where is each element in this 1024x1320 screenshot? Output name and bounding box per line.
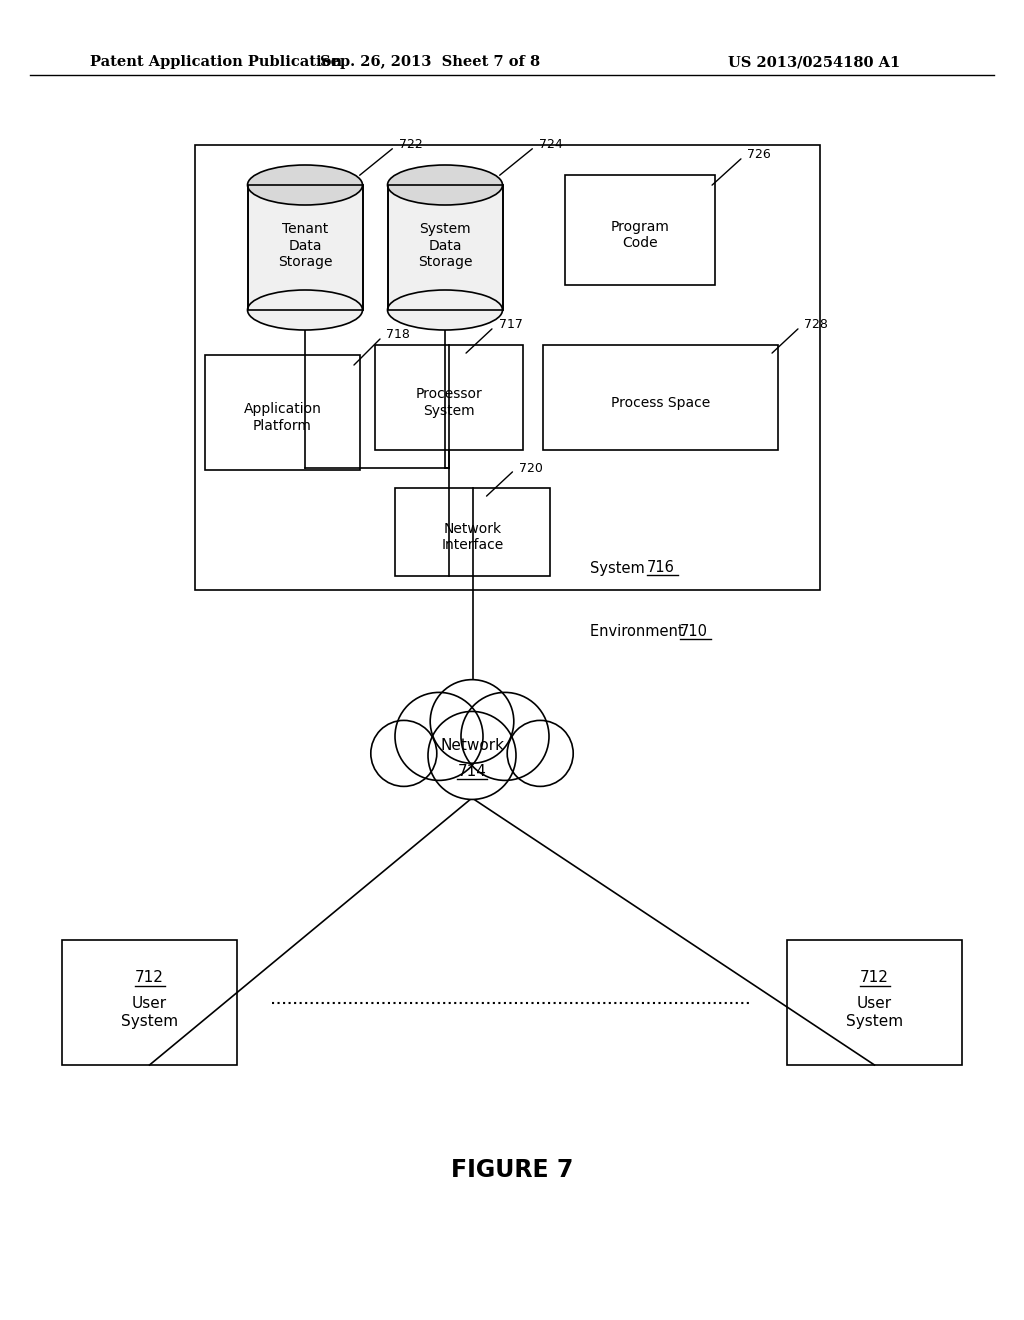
Bar bbox=[62, 940, 237, 1065]
Circle shape bbox=[430, 680, 514, 763]
Text: 712: 712 bbox=[135, 970, 164, 985]
Ellipse shape bbox=[387, 290, 503, 330]
Text: 722: 722 bbox=[398, 139, 422, 152]
Text: US 2013/0254180 A1: US 2013/0254180 A1 bbox=[728, 55, 900, 69]
Circle shape bbox=[507, 721, 573, 787]
Bar bbox=[395, 488, 550, 576]
Ellipse shape bbox=[248, 165, 362, 205]
Bar bbox=[248, 185, 362, 310]
Bar bbox=[195, 145, 820, 590]
Circle shape bbox=[371, 721, 437, 787]
Text: User
System: User System bbox=[121, 997, 178, 1028]
Text: 726: 726 bbox=[746, 149, 771, 161]
Text: Environment: Environment bbox=[590, 624, 688, 639]
Text: 712: 712 bbox=[860, 970, 889, 985]
Bar bbox=[387, 185, 503, 310]
Text: System
Data
Storage: System Data Storage bbox=[418, 222, 472, 269]
Text: Sep. 26, 2013  Sheet 7 of 8: Sep. 26, 2013 Sheet 7 of 8 bbox=[319, 55, 540, 69]
Text: Patent Application Publication: Patent Application Publication bbox=[90, 55, 342, 69]
Text: System: System bbox=[590, 561, 649, 576]
Text: 716: 716 bbox=[647, 561, 675, 576]
Text: 710: 710 bbox=[680, 624, 708, 639]
Text: 720: 720 bbox=[518, 462, 543, 474]
Text: 724: 724 bbox=[539, 139, 562, 152]
Text: 728: 728 bbox=[804, 318, 827, 331]
Text: 717: 717 bbox=[499, 318, 523, 331]
Bar bbox=[387, 185, 503, 310]
Bar bbox=[565, 176, 715, 285]
Text: Application
Platform: Application Platform bbox=[244, 403, 322, 433]
Bar bbox=[375, 345, 523, 450]
Circle shape bbox=[428, 711, 516, 800]
Circle shape bbox=[395, 693, 483, 780]
Bar bbox=[248, 185, 362, 310]
Text: Network: Network bbox=[440, 738, 504, 752]
Ellipse shape bbox=[248, 290, 362, 330]
Text: 718: 718 bbox=[386, 329, 410, 342]
Bar bbox=[543, 345, 778, 450]
Text: Processor
System: Processor System bbox=[416, 387, 482, 417]
Text: Tenant
Data
Storage: Tenant Data Storage bbox=[278, 222, 332, 269]
Text: Process Space: Process Space bbox=[611, 396, 710, 409]
Bar bbox=[787, 940, 962, 1065]
Text: Program
Code: Program Code bbox=[610, 220, 670, 249]
Text: FIGURE 7: FIGURE 7 bbox=[451, 1158, 573, 1181]
Text: User
System: User System bbox=[846, 997, 903, 1028]
Ellipse shape bbox=[387, 165, 503, 205]
Circle shape bbox=[461, 693, 549, 780]
Bar bbox=[205, 355, 360, 470]
Text: Network
Interface: Network Interface bbox=[441, 521, 504, 552]
Text: 714: 714 bbox=[458, 764, 486, 780]
